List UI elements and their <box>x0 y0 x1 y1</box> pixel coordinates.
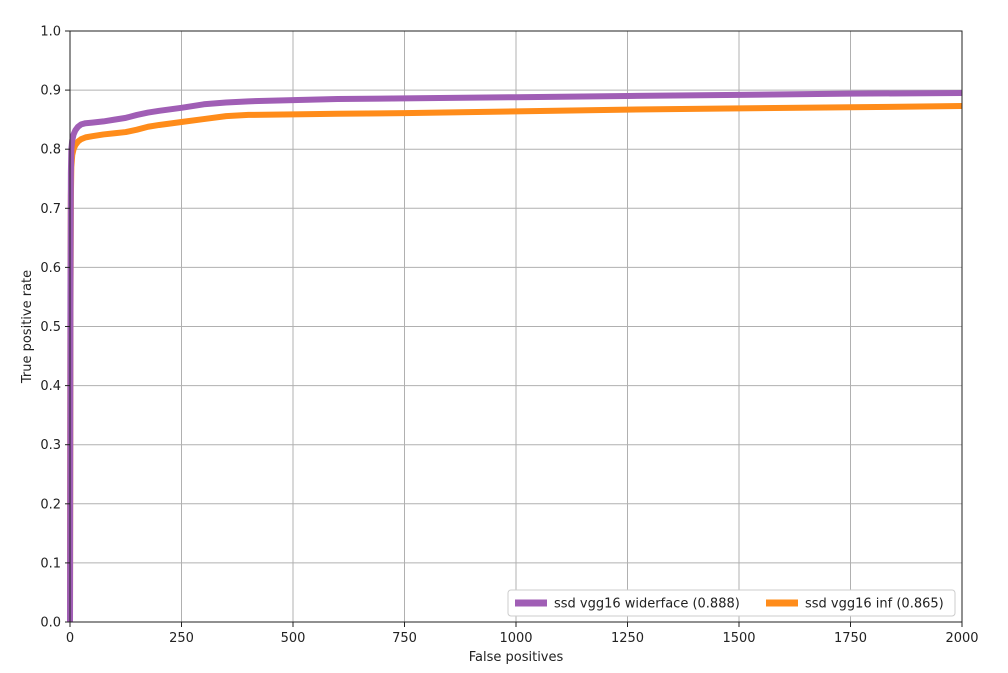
legend: ssd vgg16 widerface (0.888) ssd vgg16 in… <box>508 590 955 616</box>
y-tick-label: 0.5 <box>40 320 61 335</box>
y-tick-label: 0.0 <box>40 616 61 631</box>
y-tick-label: 0.1 <box>40 556 61 571</box>
y-tick-label: 0.4 <box>40 379 61 394</box>
x-tick-label: 0 <box>66 631 74 646</box>
x-tick-label: 2000 <box>945 631 978 646</box>
legend-label-inf: ssd vgg16 inf (0.865) <box>805 597 944 612</box>
y-axis-label: True positive rate <box>20 270 35 384</box>
x-tick-label: 500 <box>281 631 306 646</box>
x-tick-label: 750 <box>392 631 417 646</box>
y-tick-label: 0.6 <box>40 261 61 276</box>
x-axis-ticks: 0 250 500 750 1000 1250 1500 1750 2000 <box>66 622 979 646</box>
x-tick-label: 1000 <box>499 631 532 646</box>
x-tick-label: 1750 <box>834 631 867 646</box>
legend-label-widerface: ssd vgg16 widerface (0.888) <box>554 597 740 612</box>
x-tick-label: 1500 <box>722 631 755 646</box>
x-tick-label: 1250 <box>611 631 644 646</box>
y-tick-label: 0.7 <box>40 202 61 217</box>
y-axis-ticks: 0.0 0.1 0.2 0.3 0.4 0.5 0.6 0.7 0.8 0.9 1.0 <box>40 25 70 631</box>
x-axis-label: False positives <box>469 650 564 665</box>
y-tick-label: 0.8 <box>40 143 61 158</box>
y-tick-label: 0.3 <box>40 438 61 453</box>
x-tick-label: 250 <box>169 631 194 646</box>
y-tick-label: 0.9 <box>40 84 61 99</box>
y-tick-label: 1.0 <box>40 25 61 40</box>
y-tick-label: 0.2 <box>40 497 61 512</box>
